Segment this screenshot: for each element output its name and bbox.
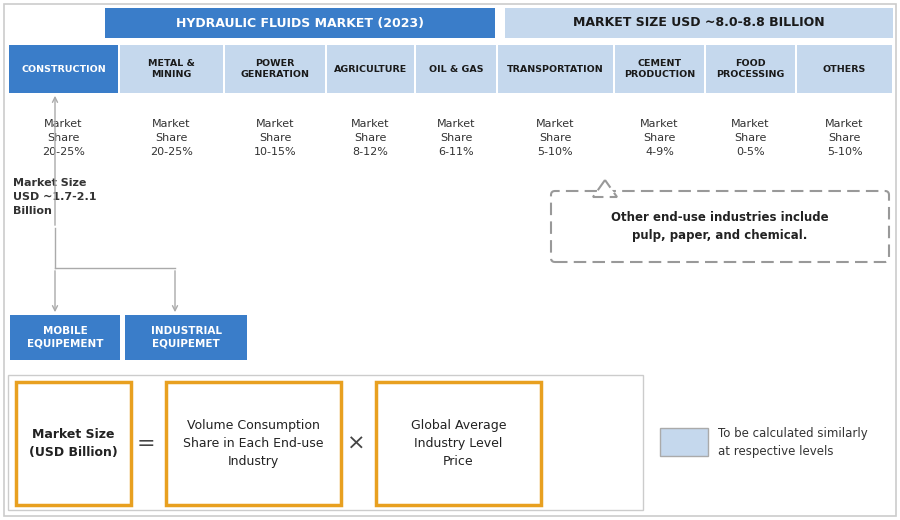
Text: Market Size
(USD Billion): Market Size (USD Billion) [29, 428, 118, 459]
FancyBboxPatch shape [376, 382, 541, 505]
FancyBboxPatch shape [225, 45, 325, 93]
Text: FOOD
PROCESSING: FOOD PROCESSING [716, 59, 785, 79]
FancyBboxPatch shape [797, 45, 892, 93]
Text: Market
Share
5-10%: Market Share 5-10% [536, 119, 575, 157]
Text: Market Size
USD ~1.7-2.1
Billion: Market Size USD ~1.7-2.1 Billion [13, 178, 96, 216]
Text: Market
Share
10-15%: Market Share 10-15% [254, 119, 296, 157]
FancyBboxPatch shape [660, 428, 708, 456]
Text: MARKET SIZE USD ~8.0-8.8 BILLION: MARKET SIZE USD ~8.0-8.8 BILLION [573, 17, 824, 30]
FancyBboxPatch shape [505, 8, 893, 38]
FancyBboxPatch shape [706, 45, 795, 93]
Text: OIL & GAS: OIL & GAS [428, 64, 483, 73]
FancyBboxPatch shape [8, 375, 643, 510]
FancyBboxPatch shape [551, 191, 889, 262]
Text: METAL &
MINING: METAL & MINING [148, 59, 195, 79]
Text: Market
Share
4-9%: Market Share 4-9% [640, 119, 679, 157]
Text: MOBILE
EQUIPEMENT: MOBILE EQUIPEMENT [27, 327, 104, 349]
Text: Market
Share
8-12%: Market Share 8-12% [351, 119, 390, 157]
Text: Market
Share
6-11%: Market Share 6-11% [436, 119, 475, 157]
Text: POWER
GENERATION: POWER GENERATION [240, 59, 310, 79]
FancyBboxPatch shape [327, 45, 414, 93]
Polygon shape [593, 180, 617, 197]
FancyBboxPatch shape [498, 45, 613, 93]
Text: =: = [137, 434, 156, 453]
Text: Market
Share
20-25%: Market Share 20-25% [150, 119, 193, 157]
FancyBboxPatch shape [120, 45, 223, 93]
Text: CONSTRUCTION: CONSTRUCTION [21, 64, 106, 73]
Text: ×: × [346, 434, 365, 453]
Text: Volume Consumption
Share in Each End-use
Industry: Volume Consumption Share in Each End-use… [184, 419, 324, 468]
Text: Market
Share
5-10%: Market Share 5-10% [825, 119, 864, 157]
Text: To be calculated similarly
at respective levels: To be calculated similarly at respective… [718, 426, 868, 458]
FancyBboxPatch shape [9, 45, 118, 93]
Text: AGRICULTURE: AGRICULTURE [334, 64, 407, 73]
FancyBboxPatch shape [10, 315, 120, 360]
Text: INDUSTRIAL
EQUIPEMET: INDUSTRIAL EQUIPEMET [150, 327, 221, 349]
FancyBboxPatch shape [125, 315, 247, 360]
Text: CEMENT
PRODUCTION: CEMENT PRODUCTION [624, 59, 695, 79]
Text: Other end-use industries include
pulp, paper, and chemical.: Other end-use industries include pulp, p… [611, 211, 829, 242]
Text: Market
Share
0-5%: Market Share 0-5% [731, 119, 770, 157]
FancyBboxPatch shape [416, 45, 496, 93]
Text: HYDRAULIC FLUIDS MARKET (2023): HYDRAULIC FLUIDS MARKET (2023) [176, 17, 424, 30]
FancyBboxPatch shape [16, 382, 131, 505]
Text: Market
Share
20-25%: Market Share 20-25% [42, 119, 85, 157]
FancyBboxPatch shape [105, 8, 495, 38]
Text: TRANSPORTATION: TRANSPORTATION [507, 64, 604, 73]
Text: OTHERS: OTHERS [823, 64, 866, 73]
FancyBboxPatch shape [166, 382, 341, 505]
FancyBboxPatch shape [615, 45, 704, 93]
Text: Global Average
Industry Level
Price: Global Average Industry Level Price [410, 419, 506, 468]
